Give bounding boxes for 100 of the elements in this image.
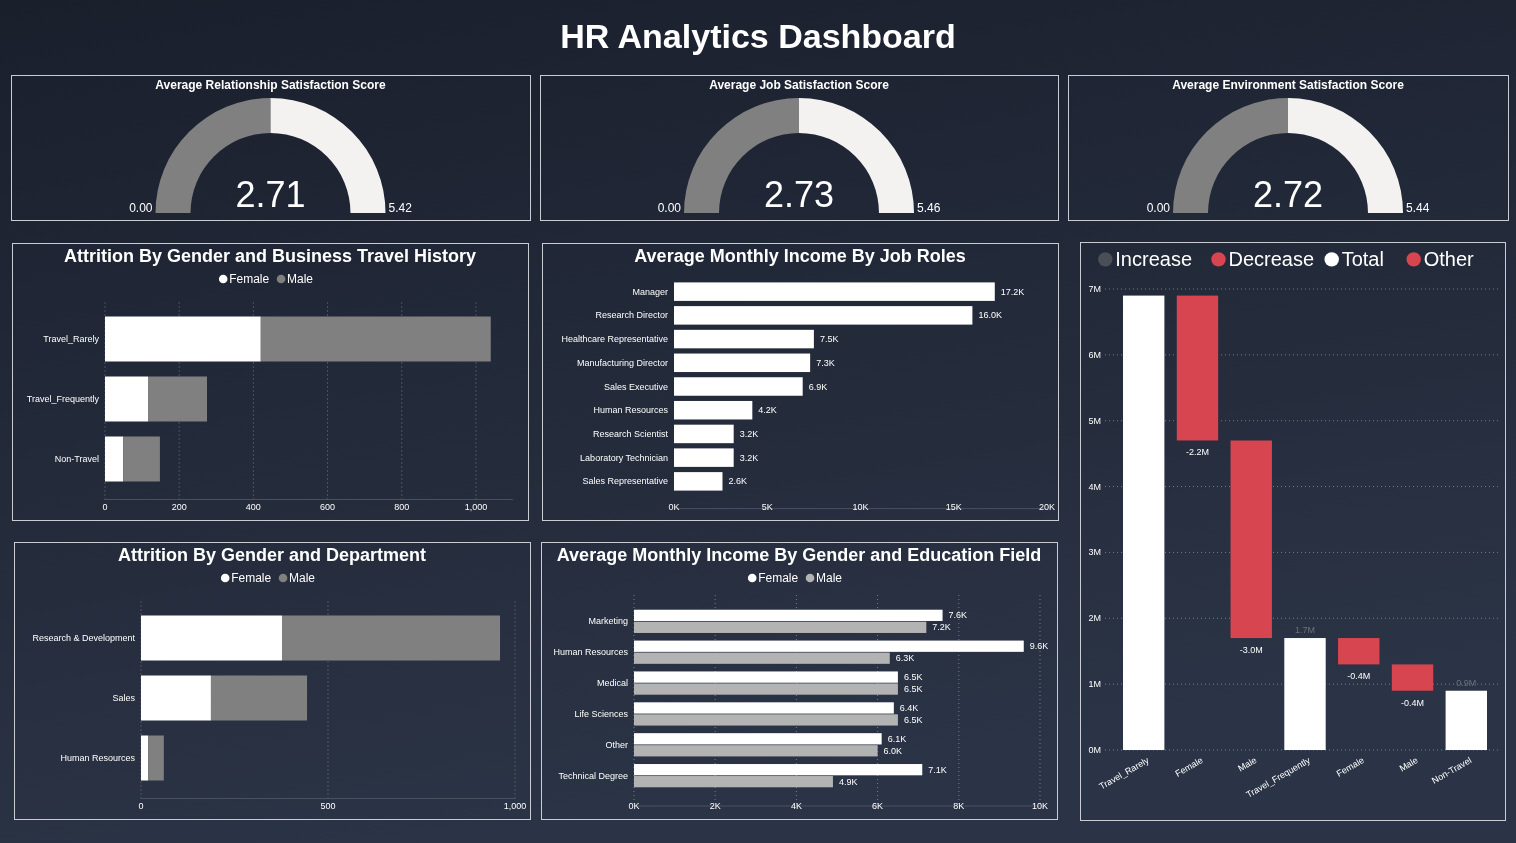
y-tick-label: Life Sciences xyxy=(574,708,629,719)
data-label: 17.2K xyxy=(1000,286,1025,297)
y-tick-label: 1M xyxy=(1088,679,1101,690)
bar xyxy=(141,735,149,781)
x-tick-label: 6K xyxy=(872,801,884,811)
x-tick-label: Male xyxy=(1397,755,1420,774)
bar xyxy=(141,675,211,721)
data-label: 1.7M xyxy=(1294,625,1316,636)
legend-label: Total xyxy=(1341,248,1384,270)
text: 2.72 xyxy=(1252,174,1324,215)
bar xyxy=(634,640,1024,652)
text: 5.46 xyxy=(917,201,941,215)
y-tick-label: 6M xyxy=(1088,349,1101,360)
data-label: 7.6K xyxy=(948,610,968,621)
x-tick-label: 5K xyxy=(761,502,773,512)
data-label: -3.0M xyxy=(1239,645,1263,656)
bar xyxy=(634,776,833,788)
data-label: 4.2K xyxy=(758,405,777,416)
x-tick-label: 4K xyxy=(790,801,802,811)
legend-label: Male xyxy=(287,272,314,286)
x-tick-label: 500 xyxy=(320,801,336,811)
data-label: 6.4K xyxy=(899,702,919,713)
y-tick-label: Non-Travel xyxy=(54,454,99,464)
x-tick-label: 8K xyxy=(953,801,965,811)
legend-label: Female xyxy=(758,571,799,585)
y-tick-label: 2M xyxy=(1088,613,1101,624)
bar xyxy=(634,621,927,633)
data-label: 2.6K xyxy=(728,476,748,487)
chart-title: Attrition By Gender and Department xyxy=(117,545,427,565)
bar xyxy=(1445,690,1487,750)
bar xyxy=(148,735,164,781)
bar xyxy=(674,400,753,420)
bar xyxy=(105,436,124,482)
bar xyxy=(674,329,814,349)
y-tick-label: Sales xyxy=(112,693,136,703)
bar xyxy=(1391,664,1434,691)
y-tick-label: Research Scientist xyxy=(592,428,669,439)
y-tick-label: Human Resources xyxy=(60,753,136,763)
data-label: 6.9K xyxy=(808,381,828,392)
bar xyxy=(105,376,149,422)
bar xyxy=(148,376,207,422)
data-label: 7.5K xyxy=(819,334,839,345)
x-tick-label: 800 xyxy=(394,502,410,512)
x-tick-label: 0K xyxy=(668,502,680,512)
data-label: 6.3K xyxy=(895,653,915,664)
legend-label: Decrease xyxy=(1228,248,1315,270)
chart-title: Average Environment Satisfaction Score xyxy=(1172,78,1405,92)
bar xyxy=(260,316,491,362)
text: 5.42 xyxy=(388,201,413,215)
y-tick-label: Healthcare Representative xyxy=(561,334,668,345)
bar xyxy=(674,472,723,491)
x-tick-label: 1,000 xyxy=(503,801,527,811)
data-label: -0.4M xyxy=(1347,671,1371,682)
bar xyxy=(674,448,734,467)
data-label: 6.1K xyxy=(887,733,907,744)
y-tick-label: Manager xyxy=(632,286,668,297)
data-label: 7.1K xyxy=(928,764,947,775)
data-label: 6.5K xyxy=(903,714,923,725)
y-tick-label: Research Director xyxy=(595,310,668,321)
bar xyxy=(1284,638,1326,750)
data-label: 3.2K xyxy=(739,428,759,439)
x-tick-label: 15K xyxy=(945,502,962,512)
data-label: 16.0K xyxy=(978,310,1002,321)
y-tick-label: Human Resources xyxy=(553,647,629,658)
y-tick-label: Technical Degree xyxy=(558,770,628,781)
legend-label: Male xyxy=(289,571,316,585)
bar xyxy=(634,652,890,664)
y-tick-label: 7M xyxy=(1088,284,1101,294)
data-label: 3.2K xyxy=(739,452,759,463)
bar xyxy=(634,671,898,683)
bar xyxy=(634,733,882,745)
data-label: 0.9M xyxy=(1456,677,1477,688)
text: 2.71 xyxy=(235,174,306,215)
text: 5.44 xyxy=(1406,201,1430,215)
chart-title: Average Monthly Income By Job Roles xyxy=(634,246,966,266)
legend-label: Male xyxy=(816,571,843,585)
x-tick-label: 0 xyxy=(138,801,144,811)
chart-title: Average Monthly Income By Gender and Education Field xyxy=(556,545,1042,565)
data-label: 7.2K xyxy=(932,622,951,633)
y-tick-label: Manufacturing Director xyxy=(576,357,668,368)
legend-label: Increase xyxy=(1115,248,1193,270)
text: HR Analytics Dashboard xyxy=(560,17,956,55)
y-tick-label: Marketing xyxy=(588,616,628,627)
text: 2.73 xyxy=(763,174,835,215)
bar xyxy=(674,377,803,396)
chart-title: Attrition By Gender and Business Travel History xyxy=(63,246,477,266)
y-tick-label: Research & Development xyxy=(32,633,136,643)
y-tick-label: Human Resources xyxy=(593,405,669,416)
x-tick-label: 400 xyxy=(245,502,261,512)
bar xyxy=(634,714,898,726)
bar xyxy=(1176,295,1219,441)
bar xyxy=(674,282,995,301)
bar xyxy=(123,436,160,482)
data-label: 6.5K xyxy=(903,684,923,695)
bar xyxy=(674,424,734,444)
x-tick-label: 0 xyxy=(102,502,108,512)
text: 0.00 xyxy=(129,201,153,215)
x-tick-label: 0K xyxy=(628,801,640,811)
x-tick-label: 600 xyxy=(320,502,336,512)
data-label: 7.3K xyxy=(816,357,835,368)
